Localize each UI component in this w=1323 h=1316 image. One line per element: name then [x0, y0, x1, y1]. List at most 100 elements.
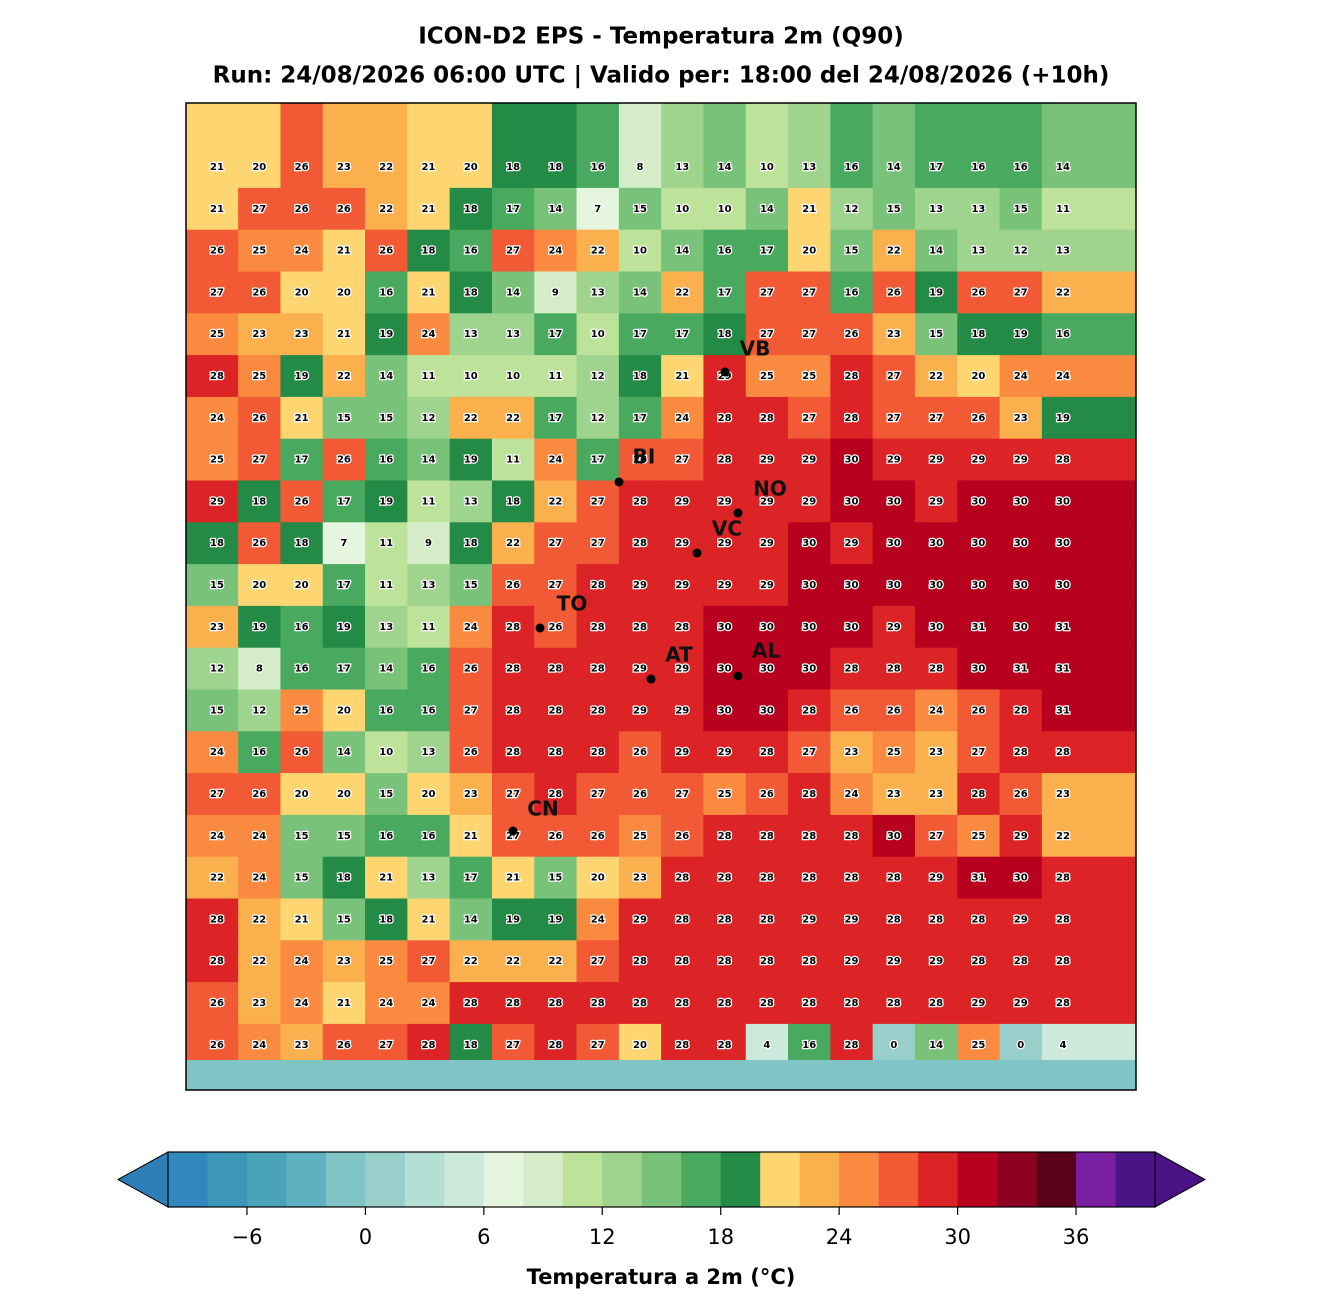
grid-cell — [914, 271, 958, 314]
grid-cell — [407, 647, 451, 690]
grid-value: 31 — [1056, 705, 1070, 716]
grid-value: 28 — [591, 705, 605, 716]
grid-value: 24 — [295, 956, 309, 967]
grid-value: 16 — [379, 455, 393, 466]
grid-cell — [491, 564, 535, 607]
grid-cell — [186, 564, 239, 607]
grid-value: 21 — [379, 873, 393, 884]
grid-cell — [534, 898, 578, 941]
grid-value: 30 — [845, 455, 859, 466]
colorbar-swatch — [839, 1152, 880, 1207]
grid-cell — [238, 522, 281, 565]
grid-value: 24 — [295, 998, 309, 1009]
grid-value: 29 — [675, 538, 689, 549]
grid-value: 27 — [760, 329, 774, 340]
grid-value: 15 — [379, 413, 393, 424]
grid-value: 24 — [210, 831, 224, 842]
city-marker — [733, 508, 743, 518]
grid-value: 28 — [760, 998, 774, 1009]
grid-value: 29 — [1014, 914, 1028, 925]
grid-value: 28 — [633, 998, 647, 1009]
colorbar-swatch — [562, 1152, 603, 1207]
city-label: AL — [752, 639, 780, 663]
grid-value: 22 — [464, 956, 478, 967]
grid-cell — [618, 229, 662, 272]
grid-cell — [280, 564, 324, 607]
grid-cell — [449, 940, 493, 983]
grid-value: 17 — [591, 455, 605, 466]
colorbar-tick-label: 12 — [589, 1225, 616, 1249]
grid-cell — [999, 564, 1043, 607]
grid-cell — [788, 564, 831, 607]
grid-value: 15 — [337, 831, 351, 842]
grid-cell — [186, 438, 239, 481]
grid-value: 15 — [210, 705, 224, 716]
city-marker — [614, 477, 624, 487]
grid-cell — [449, 355, 493, 398]
grid-cell — [1041, 438, 1137, 481]
grid-cell — [914, 773, 958, 816]
grid-cell — [872, 982, 916, 1025]
grid-value: 25 — [887, 747, 901, 758]
grid-value: 28 — [1014, 956, 1028, 967]
grid-value: 30 — [1014, 622, 1028, 633]
grid-cell — [449, 982, 493, 1025]
grid-cell — [407, 522, 451, 565]
grid-cell — [788, 271, 831, 314]
grid-value: 26 — [295, 496, 309, 507]
grid-cell — [957, 773, 1001, 816]
colorbar-swatch — [997, 1152, 1038, 1207]
grid-value: 14 — [718, 162, 732, 173]
grid-value: 20 — [422, 789, 436, 800]
grid-cell — [661, 564, 704, 607]
grid-value: 21 — [210, 204, 224, 215]
grid-cell — [703, 689, 747, 732]
grid-value: 22 — [252, 956, 266, 967]
grid-cell — [449, 689, 493, 732]
grid-value: 28 — [760, 831, 774, 842]
grid-value: 23 — [252, 998, 266, 1009]
grid-value: 27 — [506, 246, 520, 257]
grid-value: 30 — [887, 580, 901, 591]
grid-value: 29 — [675, 496, 689, 507]
grid-value: 15 — [337, 914, 351, 925]
grid-value: 28 — [971, 789, 985, 800]
grid-cell — [661, 647, 704, 690]
grid-cell — [1041, 982, 1137, 1025]
grid-value: 26 — [337, 455, 351, 466]
grid-value: 15 — [464, 580, 478, 591]
grid-cell — [238, 982, 281, 1025]
grid-cell — [957, 982, 1001, 1025]
map-frame — [185, 102, 1137, 1091]
grid-value: 24 — [929, 705, 943, 716]
grid-value: 29 — [845, 914, 859, 925]
grid-cell — [999, 103, 1043, 189]
grid-cell — [407, 814, 451, 858]
grid-cell — [745, 856, 789, 899]
grid-value: 11 — [422, 371, 436, 382]
colorbar-tick-label: 0 — [359, 1225, 372, 1249]
grid-value: 26 — [252, 413, 266, 424]
grid-cell — [914, 689, 958, 732]
grid-value: 31 — [1056, 622, 1070, 633]
grid-value: 30 — [1014, 496, 1028, 507]
grid-value: 11 — [422, 622, 436, 633]
grid-value: 28 — [591, 747, 605, 758]
colorbar-under — [116, 1151, 169, 1208]
grid-cell — [914, 898, 958, 941]
grid-cell — [365, 438, 408, 481]
grid-value: 17 — [633, 413, 647, 424]
grid-value: 28 — [802, 998, 816, 1009]
grid-cell — [280, 396, 324, 440]
grid-cell — [1041, 103, 1137, 189]
grid-value: 0 — [890, 1040, 897, 1051]
grid-value: 30 — [887, 496, 901, 507]
grid-cell — [491, 898, 535, 941]
grid-value: 13 — [591, 287, 605, 298]
grid-cell — [788, 355, 831, 398]
grid-cell — [703, 103, 747, 189]
grid-cell — [576, 187, 620, 231]
grid-cell — [914, 438, 958, 481]
grid-cell — [661, 814, 704, 858]
grid-value: 16 — [422, 831, 436, 842]
